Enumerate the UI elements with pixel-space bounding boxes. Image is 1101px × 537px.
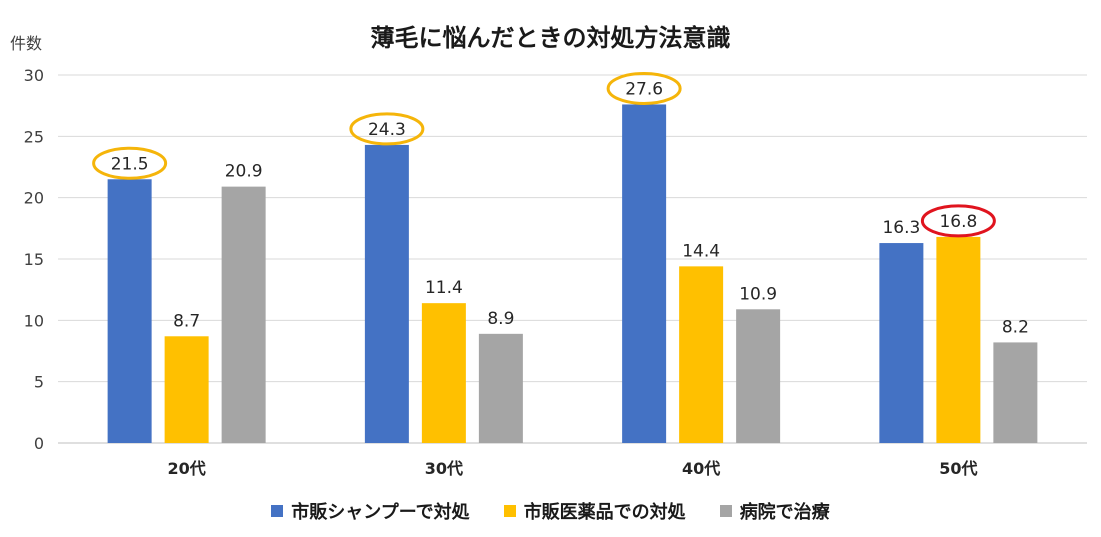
highlight-circle (920, 204, 996, 238)
legend-item-medicine: 市販医薬品での対処 (503, 498, 686, 524)
data-label: 21.5 (111, 154, 149, 174)
highlight-circle (92, 146, 168, 180)
bar (879, 243, 924, 443)
data-label: 20.9 (225, 162, 263, 182)
data-label: 10.9 (739, 284, 777, 304)
data-label: 27.6 (625, 79, 663, 99)
bar (936, 236, 981, 443)
data-label: 16.3 (882, 218, 920, 238)
legend-label-hospital: 病院で治療 (739, 502, 830, 523)
y-axis-label: 件数 (10, 34, 43, 53)
bar (736, 309, 781, 443)
bar (622, 104, 667, 443)
legend-item-shampoo: 市販シャンプーで対処 (271, 498, 470, 524)
y-tick-label: 15 (24, 250, 44, 269)
y-tick-label: 10 (24, 311, 44, 330)
x-tick-label: 50代 (939, 459, 977, 478)
data-label: 16.8 (939, 212, 977, 232)
x-tick-label: 40代 (682, 459, 720, 478)
legend-swatch-medicine (503, 505, 516, 517)
bar (478, 333, 523, 443)
bar (421, 303, 466, 443)
highlight-circle (606, 71, 682, 105)
bar (221, 186, 266, 444)
y-tick-label: 30 (24, 66, 44, 85)
data-label: 8.7 (173, 311, 200, 331)
chart-title: 薄毛に悩んだときの対処方法意識 (370, 24, 731, 52)
y-tick-label: 20 (24, 189, 44, 208)
x-tick-label: 30代 (425, 459, 463, 478)
bar (164, 336, 209, 443)
y-tick-label: 5 (34, 373, 44, 392)
legend-label-shampoo: 市販シャンプーで対処 (291, 502, 470, 523)
data-label: 8.9 (487, 309, 514, 329)
legend-swatch-shampoo (271, 505, 284, 517)
legend-swatch-hospital (719, 505, 732, 517)
data-label: 8.2 (1002, 317, 1029, 337)
data-label: 24.3 (368, 120, 406, 140)
bar (364, 144, 409, 444)
legend: 市販シャンプーで対処 市販医薬品での対処 病院で治療 (0, 498, 1101, 524)
data-label: 11.4 (425, 278, 463, 298)
legend-label-medicine: 市販医薬品での対処 (523, 502, 686, 523)
data-label: 14.4 (682, 241, 720, 261)
bar (993, 342, 1038, 443)
x-tick-label: 20代 (167, 459, 205, 478)
legend-item-hospital: 病院で治療 (719, 498, 830, 524)
y-tick-label: 25 (24, 127, 44, 146)
bar (107, 179, 152, 443)
bar (679, 266, 724, 443)
y-tick-label: 0 (34, 434, 44, 453)
highlight-circle (349, 112, 425, 146)
